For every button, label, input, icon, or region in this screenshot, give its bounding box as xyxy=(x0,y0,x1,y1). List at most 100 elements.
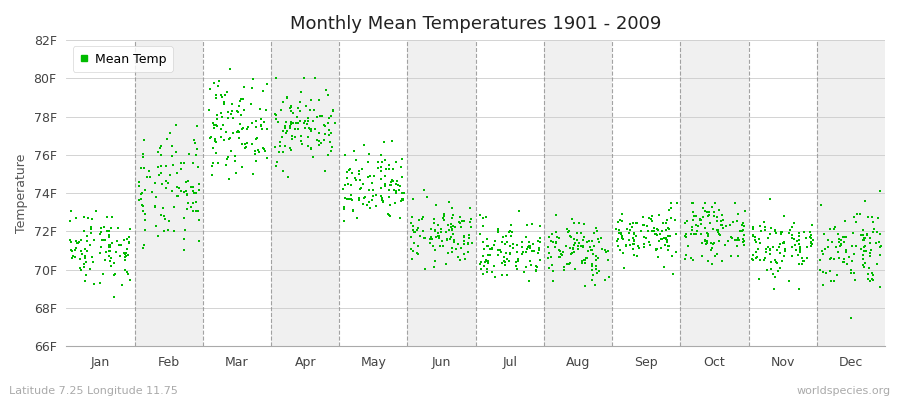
Point xyxy=(107,272,122,278)
Point xyxy=(210,123,224,129)
Point xyxy=(574,258,589,265)
Point xyxy=(185,207,200,214)
Point xyxy=(498,241,512,247)
Point xyxy=(386,178,400,184)
Point xyxy=(374,193,388,200)
Point xyxy=(540,244,554,251)
Point xyxy=(374,168,388,175)
Point xyxy=(297,75,311,82)
Point xyxy=(598,247,612,253)
Point xyxy=(442,226,456,233)
Point xyxy=(86,216,100,222)
Point xyxy=(766,244,780,250)
Point xyxy=(393,164,408,170)
Point xyxy=(304,128,319,134)
Point xyxy=(858,243,872,249)
Point xyxy=(451,241,465,247)
Point xyxy=(347,175,362,181)
Point xyxy=(827,224,842,230)
Point xyxy=(522,278,536,284)
Point xyxy=(585,276,599,283)
Point xyxy=(553,248,567,254)
Point xyxy=(601,274,616,280)
Point xyxy=(477,262,491,269)
Point xyxy=(314,140,328,146)
Bar xyxy=(271,40,339,346)
Point xyxy=(562,260,577,266)
Point xyxy=(865,270,879,276)
Point xyxy=(773,250,788,257)
Point xyxy=(665,253,680,260)
Point xyxy=(284,108,299,114)
Point xyxy=(594,235,608,242)
Point xyxy=(824,278,839,284)
Point xyxy=(480,266,494,272)
Point xyxy=(278,130,293,136)
Point xyxy=(552,234,566,241)
Point xyxy=(725,218,740,225)
Point xyxy=(533,235,547,241)
Point xyxy=(860,230,875,237)
Point xyxy=(105,214,120,220)
Point xyxy=(362,198,376,205)
Point xyxy=(705,204,719,210)
Point xyxy=(853,232,868,238)
Point xyxy=(706,226,720,232)
Point xyxy=(713,232,727,238)
Point xyxy=(381,210,395,217)
Point xyxy=(436,216,451,223)
Point xyxy=(222,176,237,182)
Point xyxy=(856,232,870,238)
Text: worldspecies.org: worldspecies.org xyxy=(796,386,891,396)
Point xyxy=(369,203,383,210)
Point xyxy=(138,227,152,234)
Point xyxy=(299,102,313,109)
Point xyxy=(374,197,389,204)
Point xyxy=(322,127,337,133)
Point xyxy=(240,126,255,132)
Point xyxy=(678,256,692,262)
Point xyxy=(407,229,421,235)
Point xyxy=(737,232,751,238)
Point xyxy=(544,238,558,244)
Point xyxy=(586,272,600,278)
Point xyxy=(285,120,300,126)
Point xyxy=(796,258,811,264)
Point xyxy=(655,220,670,226)
Point xyxy=(275,99,290,105)
Point xyxy=(131,197,146,203)
Point xyxy=(269,115,284,122)
Point xyxy=(423,240,437,246)
Point xyxy=(479,214,493,220)
Point xyxy=(441,222,455,228)
Point xyxy=(858,198,872,204)
Point xyxy=(311,138,326,144)
Point xyxy=(577,234,591,240)
Point xyxy=(137,241,151,248)
Point xyxy=(732,237,746,244)
Point xyxy=(371,165,385,171)
Point xyxy=(302,134,316,140)
Point xyxy=(625,224,639,230)
Point xyxy=(866,229,880,235)
Point xyxy=(570,230,584,236)
Point xyxy=(315,113,329,119)
Point xyxy=(397,190,411,197)
Point xyxy=(650,232,664,238)
Point xyxy=(346,208,360,214)
Point xyxy=(252,149,266,155)
Point xyxy=(796,258,811,264)
Point xyxy=(278,125,293,131)
Point xyxy=(413,232,428,239)
Point xyxy=(664,200,679,206)
Point xyxy=(844,266,859,273)
Point xyxy=(784,224,798,230)
Point xyxy=(211,83,225,89)
Point xyxy=(496,233,510,240)
Point xyxy=(219,162,233,168)
Point xyxy=(179,205,194,212)
Point xyxy=(461,249,475,255)
Point xyxy=(448,224,463,230)
Point xyxy=(777,252,791,259)
Point xyxy=(615,231,629,238)
